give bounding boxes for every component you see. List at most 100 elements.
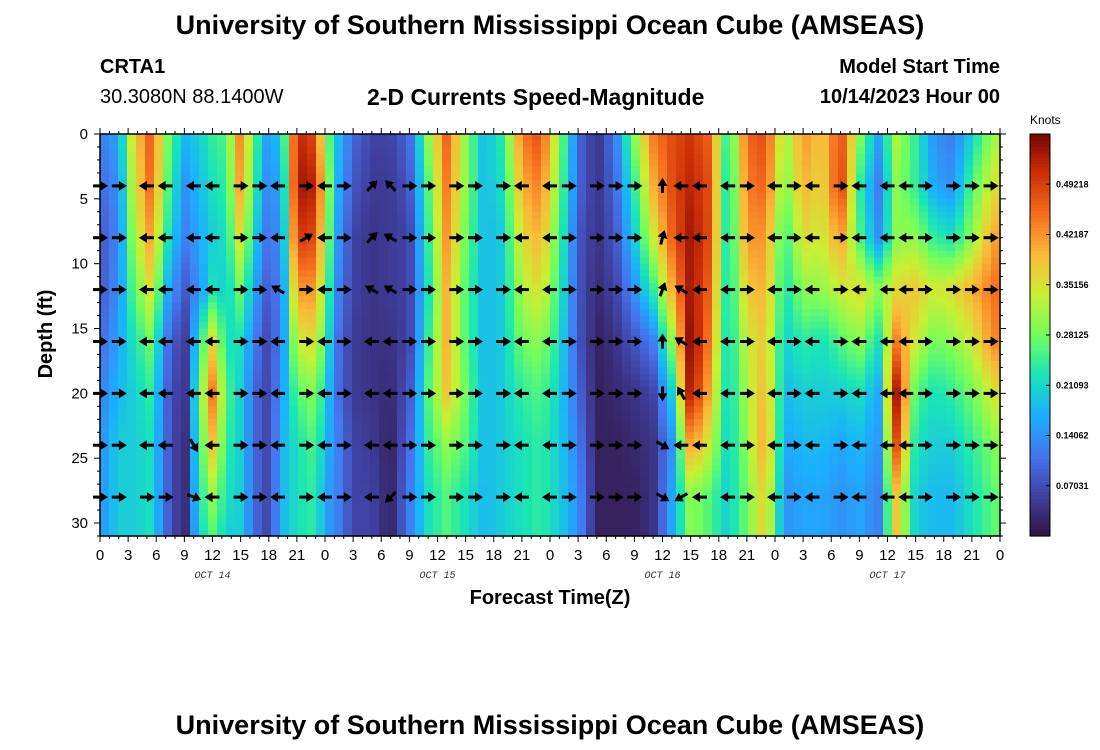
- heatmap-cell: [388, 412, 398, 420]
- heatmap-cell: [775, 412, 785, 420]
- heatmap-cell: [217, 205, 227, 213]
- heatmap-cell: [442, 347, 452, 356]
- heatmap-cell: [136, 510, 146, 518]
- heatmap-cell: [145, 231, 155, 239]
- heatmap-cell: [217, 218, 227, 226]
- heatmap-cell: [154, 237, 164, 245]
- heatmap-cell: [271, 451, 281, 459]
- heatmap-cell: [667, 510, 677, 518]
- heatmap-cell: [280, 289, 290, 297]
- heatmap-cell: [766, 335, 776, 343]
- heatmap-cell: [226, 335, 236, 343]
- heatmap-cell: [595, 373, 605, 381]
- heatmap-cell: [676, 166, 686, 174]
- heatmap-cell: [793, 471, 803, 479]
- heatmap-cell: [577, 393, 587, 401]
- heatmap-cell: [181, 471, 191, 479]
- heatmap-cell: [172, 490, 182, 498]
- heatmap-cell: [172, 464, 182, 472]
- heatmap-cell: [352, 263, 362, 271]
- heatmap-cell: [748, 510, 758, 518]
- heatmap-cell: [532, 516, 542, 524]
- heatmap-cell: [631, 425, 641, 433]
- heatmap-cell: [568, 185, 578, 193]
- heatmap-cell: [478, 231, 488, 239]
- heatmap-cell: [658, 257, 668, 265]
- heatmap-cell: [586, 451, 596, 459]
- heatmap-cell: [271, 510, 281, 518]
- heatmap-cell: [586, 309, 596, 317]
- heatmap-cell: [451, 296, 461, 304]
- heatmap-cell: [208, 516, 218, 524]
- heatmap-cell: [631, 484, 641, 492]
- heatmap-cell: [631, 205, 641, 213]
- heatmap-cell: [748, 134, 758, 142]
- heatmap-cell: [307, 432, 317, 440]
- heatmap-cell: [478, 471, 488, 479]
- heatmap-cell: [487, 477, 497, 485]
- heatmap-cell: [604, 510, 614, 518]
- heatmap-cell: [190, 464, 200, 472]
- heatmap-cell: [388, 283, 398, 291]
- heatmap-cell: [370, 309, 380, 317]
- heatmap-cell: [433, 309, 443, 317]
- heatmap-cell: [442, 283, 452, 291]
- heatmap-cell: [235, 257, 245, 265]
- heatmap-cell: [433, 406, 443, 414]
- heatmap-cell: [577, 322, 587, 330]
- heatmap-cell: [199, 458, 209, 466]
- heatmap-cell: [775, 250, 785, 258]
- heatmap-cell: [370, 516, 380, 524]
- heatmap-cell: [505, 146, 515, 155]
- heatmap-cell: [550, 419, 560, 427]
- heatmap-cell: [595, 205, 605, 213]
- heatmap-cell: [793, 477, 803, 485]
- heatmap-cell: [721, 347, 731, 356]
- heatmap-cell: [388, 270, 398, 278]
- heatmap-cell: [352, 205, 362, 213]
- heatmap-cell: [190, 179, 200, 187]
- heatmap-cell: [163, 218, 173, 226]
- heatmap-cell: [325, 218, 335, 226]
- heatmap-cell: [163, 328, 173, 336]
- heatmap-cell: [253, 354, 263, 362]
- heatmap-cell: [622, 360, 632, 369]
- heatmap-cell: [343, 464, 353, 472]
- heatmap-cell: [199, 393, 209, 401]
- heatmap-cell: [226, 484, 236, 492]
- heatmap-cell: [541, 257, 551, 265]
- heatmap-cell: [325, 140, 335, 148]
- heatmap-cell: [676, 516, 686, 524]
- heatmap-cell: [793, 283, 803, 291]
- heatmap-cell: [217, 529, 227, 537]
- heatmap-cell: [118, 386, 128, 394]
- heatmap-cell: [442, 231, 452, 239]
- heatmap-cell: [181, 523, 191, 531]
- heatmap-cell: [811, 192, 821, 200]
- heatmap-cell: [604, 425, 614, 433]
- heatmap-cell: [325, 166, 335, 174]
- heatmap-cell: [523, 354, 533, 362]
- heatmap-cell: [730, 419, 740, 427]
- heatmap-cell: [127, 276, 137, 284]
- heatmap-cell: [136, 322, 146, 330]
- heatmap-cell: [217, 146, 227, 155]
- heatmap-cell: [721, 134, 731, 142]
- heatmap-cell: [154, 529, 164, 537]
- heatmap-cell: [811, 244, 821, 252]
- heatmap-cell: [442, 289, 452, 297]
- heatmap-cell: [217, 380, 227, 388]
- heatmap-cell: [334, 438, 344, 446]
- heatmap-cell: [208, 471, 218, 479]
- heatmap-cell: [325, 283, 335, 291]
- heatmap-cell: [784, 399, 794, 407]
- heatmap-cell: [802, 237, 812, 245]
- heatmap-cell: [541, 497, 551, 505]
- model-start-value: 10/14/2023 Hour 00: [819, 86, 1000, 108]
- heatmap-cell: [505, 458, 515, 466]
- heatmap-cell: [622, 380, 632, 388]
- heatmap-cell: [658, 367, 668, 375]
- heatmap-cell: [271, 205, 281, 213]
- heatmap-cell: [469, 159, 479, 168]
- heatmap-cell: [604, 399, 614, 407]
